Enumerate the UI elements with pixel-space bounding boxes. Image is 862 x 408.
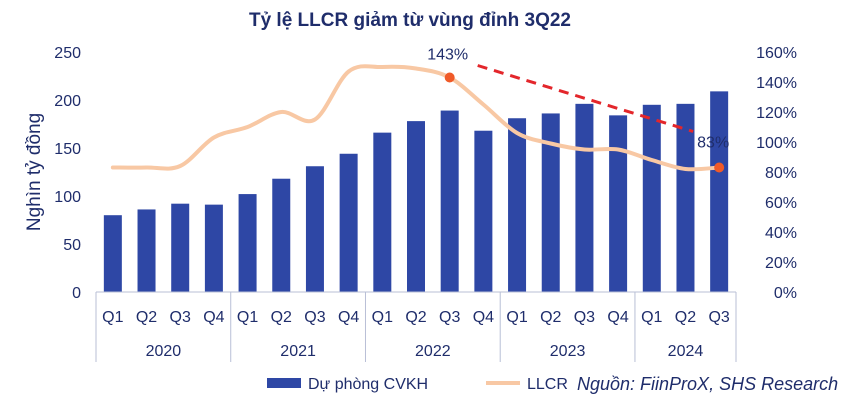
category-label: Q4 (607, 309, 628, 326)
annotation-label: 83% (697, 135, 729, 152)
bar (609, 115, 628, 292)
bar (710, 91, 729, 292)
right-tick-label: 80% (765, 165, 797, 182)
left-tick-label: 200 (54, 93, 81, 110)
category-label: Q4 (473, 309, 494, 326)
bar (575, 103, 594, 292)
source-note: Nguồn: FiinProX, SHS Research (577, 374, 838, 394)
category-label: Q3 (574, 309, 595, 326)
category-label: Q3 (439, 309, 460, 326)
left-tick-label: 0 (72, 285, 81, 302)
trend-dashed-line (477, 64, 694, 133)
left-tick-label: 150 (54, 141, 81, 158)
category-label: Q1 (372, 309, 393, 326)
category-label: Q2 (540, 309, 561, 326)
bar (407, 121, 425, 293)
llcr-marker (714, 162, 725, 173)
category-label: Q2 (136, 309, 157, 326)
category-label: Q1 (506, 309, 527, 326)
category-label: Q3 (304, 309, 325, 326)
right-tick-label: 0% (774, 285, 797, 302)
bar (339, 153, 358, 292)
left-axis: 0 50 100 150 200 250 (54, 45, 81, 302)
bar (676, 103, 695, 292)
category-label: Q2 (675, 309, 696, 326)
llcr-line (110, 64, 722, 172)
bar (238, 194, 257, 292)
right-tick-label: 40% (765, 225, 797, 242)
legend-bar-swatch (267, 378, 301, 388)
y-axis-label: Nghìn tỷ đồng (24, 113, 45, 231)
bar (305, 166, 324, 292)
year-label: 2023 (550, 343, 586, 360)
category-label: Q1 (641, 309, 662, 326)
bar (272, 178, 291, 292)
bar (541, 113, 560, 292)
right-tick-label: 120% (756, 105, 797, 122)
right-axis: 0% 20% 40% 60% 80% 100% 120% 140% 160% (756, 45, 797, 302)
bar (642, 104, 661, 292)
right-tick-label: 160% (756, 45, 797, 62)
category-label: Q3 (708, 309, 729, 326)
year-label: 2021 (280, 343, 316, 360)
annotation-label: 143% (427, 47, 468, 64)
bar (474, 130, 493, 292)
category-label: Q4 (338, 309, 359, 326)
category-label: Q3 (170, 309, 191, 326)
category-label: Q1 (102, 309, 123, 326)
bar (508, 118, 527, 293)
category-label: Q2 (405, 309, 426, 326)
llcr-marker (444, 72, 455, 83)
year-label: 2022 (415, 343, 451, 360)
bar (204, 204, 223, 292)
bar (137, 209, 156, 292)
right-tick-label: 100% (756, 135, 797, 152)
category-label: Q2 (271, 309, 292, 326)
right-tick-label: 60% (765, 195, 797, 212)
category-label: Q4 (203, 309, 224, 326)
year-label: 2024 (668, 343, 704, 360)
bar (171, 203, 190, 292)
category-label: Q1 (237, 309, 258, 326)
bar-series (103, 91, 729, 293)
line-series: 143% 83% (110, 47, 729, 173)
bar (103, 215, 122, 292)
chart-title: Tỷ lệ LLCR giảm từ vùng đỉnh 3Q22 (249, 10, 571, 31)
legend-line-label: LLCR (527, 376, 568, 393)
left-tick-label: 250 (54, 45, 81, 62)
left-tick-label: 50 (63, 237, 81, 254)
right-tick-label: 140% (756, 75, 797, 92)
x-axis: Q1 Q2 Q3 Q4 Q1 Q2 Q3 Q4 Q1 Q2 Q3 Q4 Q1 Q2 Q3 Q4 Q1 Q2 Q320… (95, 291, 737, 362)
right-tick-label: 20% (765, 255, 797, 272)
legend-bar-label: Dự phòng CVKH (308, 376, 428, 393)
bar (440, 110, 459, 292)
bar (373, 132, 392, 292)
left-tick-label: 100 (54, 189, 81, 206)
legend: Dự phòng CVKH LLCR (267, 376, 568, 393)
year-label: 2020 (146, 343, 182, 360)
